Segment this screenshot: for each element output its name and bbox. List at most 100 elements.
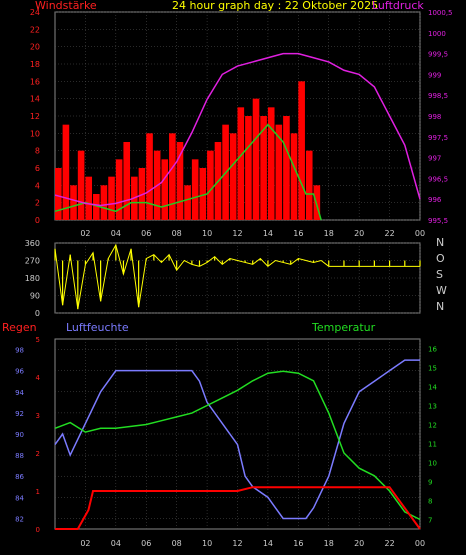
- wind-bar: [70, 185, 77, 220]
- x-tick-label: 04: [111, 229, 121, 238]
- wind-bar: [115, 159, 123, 220]
- rain-line-group: [55, 486, 421, 530]
- rain-axis-title: Regen: [2, 321, 37, 334]
- rain-line: [55, 486, 421, 530]
- wind-bar: [237, 107, 245, 220]
- rain-tick-label: 0: [36, 526, 40, 534]
- wind-bar: [252, 98, 260, 220]
- wind-bar: [245, 116, 252, 220]
- wind-axis-title: Windstärke: [35, 0, 97, 12]
- x-tick-label: 10: [202, 229, 212, 238]
- direction-line: [54, 243, 420, 310]
- wind-bar: [93, 194, 100, 220]
- temperature-tick-label: 14: [428, 384, 437, 392]
- wind-bar: [108, 176, 115, 220]
- x-tick-label: 20: [354, 539, 364, 548]
- pressure-line: [54, 52, 421, 207]
- x-tick-label: 22: [384, 229, 394, 238]
- pressure-tick-label: 998: [428, 113, 441, 121]
- wind-bar: [199, 168, 207, 220]
- wind-tick-label: 18: [30, 60, 40, 69]
- temperature-tick-label: 8: [428, 498, 432, 506]
- pressure-tick-label: 1000,5: [428, 9, 453, 17]
- pressure-axis-title: Luftdruck: [372, 0, 424, 12]
- x-tick-label: 02: [80, 229, 90, 238]
- wind-bar: [283, 116, 290, 220]
- direction-tick-label: 180: [25, 274, 40, 283]
- x-tick-label: 14: [263, 539, 273, 548]
- wind-bar: [191, 159, 199, 220]
- pressure-tick-label: 998,5: [428, 92, 448, 100]
- direction-tick-label: 360: [25, 239, 40, 248]
- humidity-panel-grid: [55, 339, 421, 529]
- temperature-tick-label: 11: [428, 441, 437, 449]
- humidity-tick-label: 82: [15, 515, 24, 523]
- gust-line-group: [54, 123, 322, 221]
- pressure-tick-label: 996: [428, 196, 442, 204]
- rain-tick-label: 2: [36, 450, 40, 458]
- humidity-tick-label: 88: [15, 452, 24, 460]
- wind-bar: [161, 159, 169, 220]
- compass-letter: O: [436, 252, 445, 265]
- humidity-tick-label: 92: [15, 410, 24, 418]
- direction-tick-label: 0: [35, 309, 40, 318]
- direction-series: [54, 243, 421, 310]
- x-tick-label: 04: [111, 539, 121, 548]
- humidity-tick-label: 86: [15, 473, 24, 481]
- wind-bar: [229, 133, 237, 220]
- x-tick-label: 00: [415, 229, 425, 238]
- wind-tick-label: 14: [30, 95, 40, 104]
- compass-letter: N: [436, 300, 444, 313]
- wind-bar: [267, 107, 275, 220]
- wind-tick-label: 22: [30, 25, 40, 34]
- humidity-tick-label: 84: [15, 494, 24, 502]
- temperature-line-group: [54, 370, 421, 521]
- x-tick-label: 06: [141, 539, 151, 548]
- wind-bar: [184, 185, 191, 220]
- humidity-tick-label: 94: [15, 389, 24, 397]
- wind-bar: [298, 81, 305, 220]
- humidity-line-group: [54, 359, 420, 520]
- x-tick-label: 10: [202, 539, 212, 548]
- wind-bar: [77, 150, 85, 220]
- pressure-tick-label: 1000: [428, 30, 446, 38]
- wind-tick-label: 2: [35, 199, 40, 208]
- compass-letter: N: [436, 236, 444, 249]
- humidity-axis-title: Luftfeuchte: [66, 321, 129, 334]
- pressure-tick-label: 997: [428, 155, 441, 163]
- wind-bar: [207, 150, 214, 220]
- x-tick-label: 12: [232, 539, 242, 548]
- x-tick-label: 06: [141, 229, 151, 238]
- compass-letter: W: [436, 284, 447, 297]
- humidity-tick-label: 98: [15, 347, 24, 355]
- pressure-tick-label: 997,5: [428, 134, 448, 142]
- gust-line: [54, 123, 322, 221]
- chart-title: 24 hour graph day : 22 Oktober 2025: [172, 0, 378, 12]
- temperature-tick-label: 15: [428, 365, 437, 373]
- wind-bar: [260, 116, 267, 220]
- wind-bar: [123, 142, 131, 220]
- wind-bar: [305, 150, 313, 220]
- humidity-line: [54, 359, 420, 520]
- x-tick-label: 00: [415, 539, 425, 548]
- x-tick-label: 16: [293, 539, 303, 548]
- pressure-tick-label: 995,5: [428, 217, 448, 225]
- rain-tick-label: 3: [36, 412, 40, 420]
- wind-tick-label: 8: [35, 147, 40, 156]
- wind-tick-label: 24: [30, 8, 40, 17]
- wind-tick-label: 16: [30, 77, 40, 86]
- x-tick-label: 14: [263, 229, 273, 238]
- wind-bar: [100, 185, 108, 220]
- temperature-tick-label: 10: [428, 460, 437, 468]
- x-tick-label: 18: [324, 539, 334, 548]
- humidity-tick-label: 90: [15, 431, 24, 439]
- direction-panel-grid: [55, 242, 421, 314]
- x-tick-label: 20: [354, 229, 364, 238]
- temperature-tick-label: 16: [428, 346, 437, 354]
- wind-bar: [176, 142, 184, 220]
- temperature-tick-label: 13: [428, 403, 437, 411]
- wind-bar: [85, 176, 93, 220]
- wind-tick-label: 4: [35, 181, 40, 190]
- wind-tick-label: 20: [30, 43, 40, 52]
